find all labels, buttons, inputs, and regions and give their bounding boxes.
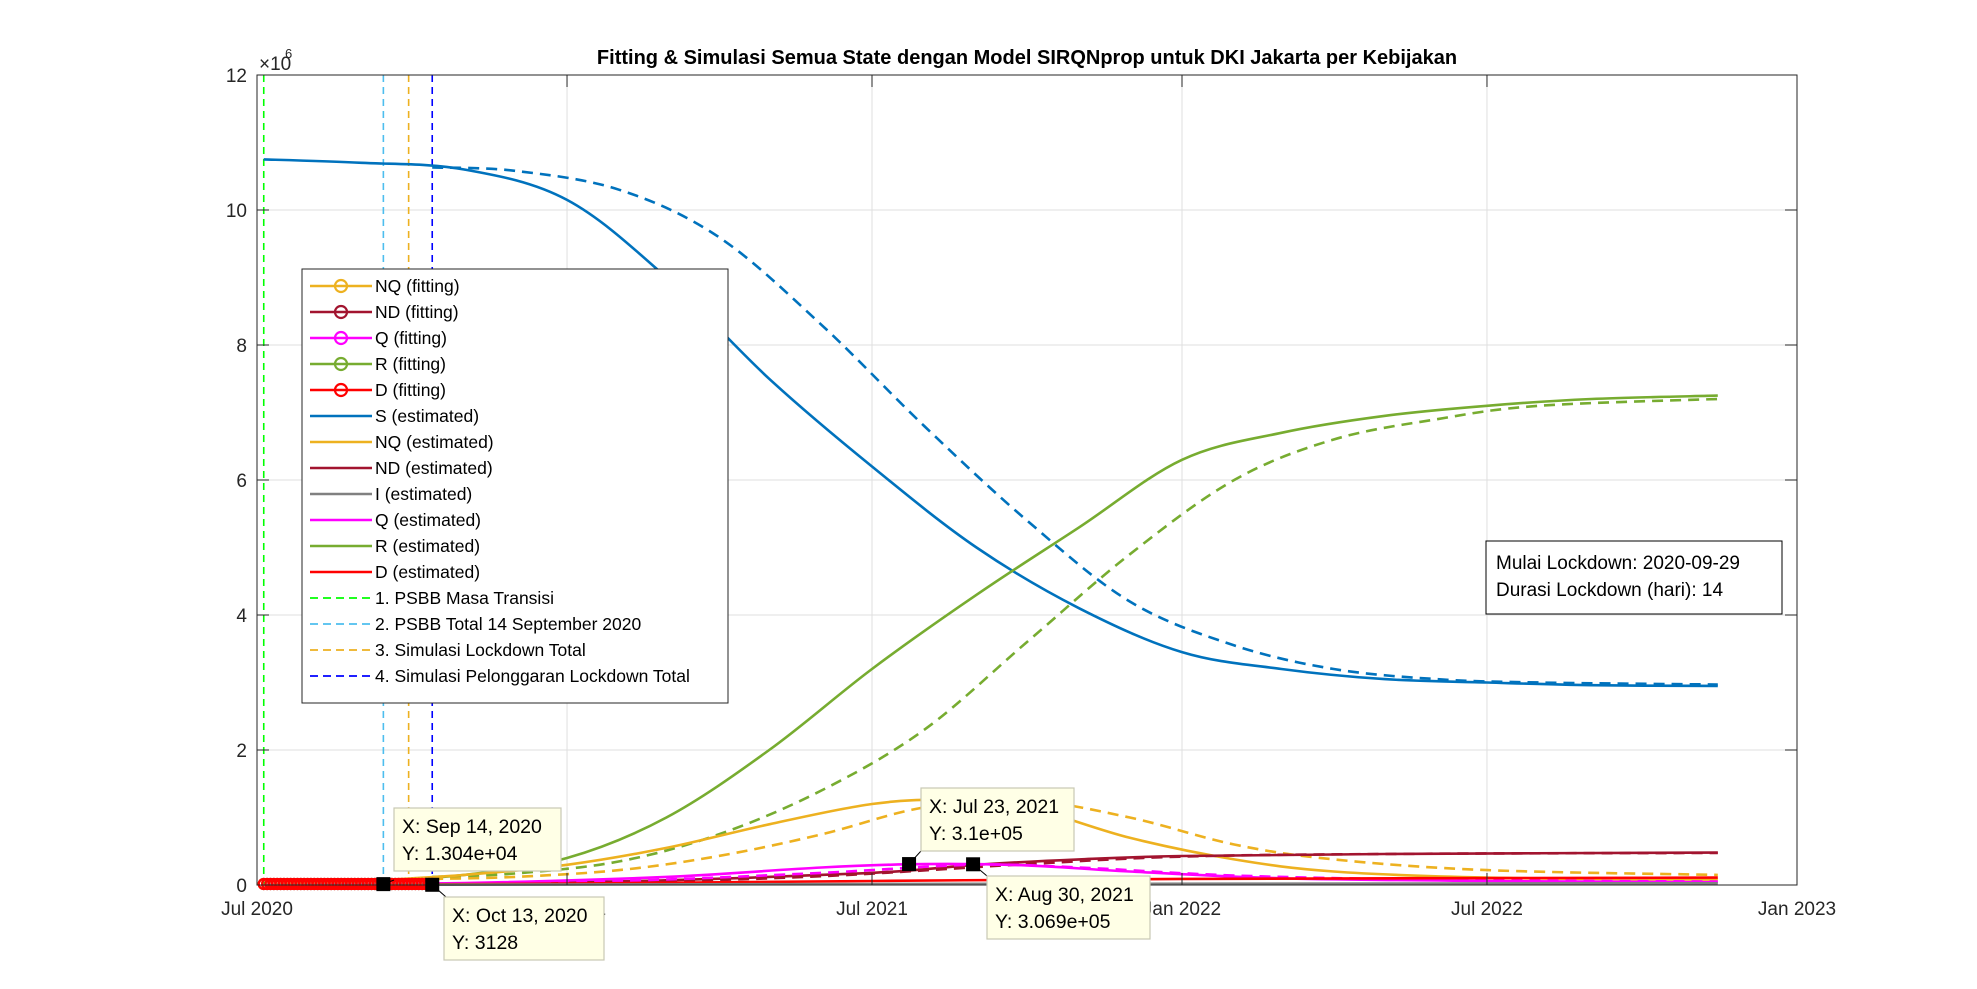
legend-label: NQ (fitting) xyxy=(375,276,460,296)
datatip: X: Jul 23, 2021 Y: 3.1e+05 xyxy=(902,787,1075,872)
series-line xyxy=(432,397,1718,879)
annotation-line-2: Durasi Lockdown (hari): 14 xyxy=(1496,580,1723,601)
legend-entry: R (estimated) xyxy=(310,536,480,556)
datatip-box xyxy=(443,896,605,961)
x-tick-label: Jul 2021 xyxy=(836,899,908,920)
legend-marker xyxy=(333,330,349,346)
legend-entry: Q (fitting) xyxy=(310,328,447,348)
x-tick-label: Jul 2020 xyxy=(221,899,293,920)
legend-label: NQ (estimated) xyxy=(375,432,494,452)
legend-entry: I (estimated) xyxy=(310,484,472,504)
legend: NQ (fitting) ND (fitting) Q (fitting) R (fi… xyxy=(301,268,729,704)
datatip-marker xyxy=(966,857,981,872)
datatip-marker xyxy=(425,877,440,892)
legend-entry: ND (fitting) xyxy=(310,302,459,322)
legend-entry: D (fitting) xyxy=(310,380,446,400)
legend-label: D (fitting) xyxy=(375,380,446,400)
fitting-markers xyxy=(257,877,439,891)
ticks xyxy=(256,74,1798,886)
legend-marker xyxy=(333,382,349,398)
datatip-x-label: X: Oct 13, 2020 xyxy=(452,905,588,927)
y-tick-labels: 0 2 4 6 8 10 12 xyxy=(226,66,248,897)
legend-label: 1. PSBB Masa Transisi xyxy=(375,588,554,608)
legend-label: S (estimated) xyxy=(375,406,479,426)
datatip-marker xyxy=(902,857,917,872)
legend-entry: 3. Simulasi Lockdown Total xyxy=(310,640,586,660)
legend-entry: S (estimated) xyxy=(310,406,479,426)
legend-label: Q (estimated) xyxy=(375,510,481,530)
legend-box xyxy=(301,268,729,704)
datatip-x-label: X: Jul 23, 2021 xyxy=(929,796,1059,818)
annotation-line-1: Mulai Lockdown: 2020-09-29 xyxy=(1496,553,1740,574)
x-tick-label: Jan 2022 xyxy=(1143,899,1221,920)
y-tick-label: 0 xyxy=(236,876,247,897)
legend-marker xyxy=(333,356,349,372)
legend-marker xyxy=(333,304,349,320)
x-tick-label: Jul 2022 xyxy=(1451,899,1523,920)
legend-entry: 2. PSBB Total 14 September 2020 xyxy=(310,614,642,634)
datatip-y-label: Y: 3.069e+05 xyxy=(995,911,1111,933)
y-exponent-base: ×10 xyxy=(259,54,291,75)
y-tick-label: 8 xyxy=(236,336,247,357)
datatip-box xyxy=(920,787,1075,852)
legend-entry: 4. Simulasi Pelonggaran Lockdown Total xyxy=(310,666,690,686)
datatip-y-label: Y: 3128 xyxy=(452,932,518,954)
y-tick-label: 10 xyxy=(226,201,247,222)
legend-label: Q (fitting) xyxy=(375,328,447,348)
y-tick-label: 4 xyxy=(236,606,247,627)
datatip-box xyxy=(986,875,1151,940)
series-line xyxy=(263,158,1718,688)
datatip-x-label: X: Aug 30, 2021 xyxy=(995,884,1134,906)
legend-entry: D (estimated) xyxy=(310,562,480,582)
annotation-box xyxy=(1485,540,1783,615)
legend-entry: NQ (estimated) xyxy=(310,432,494,452)
datatip-x-label: X: Sep 14, 2020 xyxy=(402,816,542,838)
legend-entry: R (fitting) xyxy=(310,354,446,374)
legend-entry: NQ (fitting) xyxy=(310,276,460,296)
datatip-y-label: Y: 3.1e+05 xyxy=(929,823,1023,845)
legend-label: 4. Simulasi Pelonggaran Lockdown Total xyxy=(375,666,690,686)
y-tick-label: 2 xyxy=(236,741,247,762)
legend-label: I (estimated) xyxy=(375,484,472,504)
datatip: X: Oct 13, 2020 Y: 3128 xyxy=(425,877,605,961)
legend-label: R (fitting) xyxy=(375,354,446,374)
lockdown-annotation: Mulai Lockdown: 2020-09-29 Durasi Lockdo… xyxy=(1485,540,1783,615)
datatip: X: Aug 30, 2021 Y: 3.069e+05 xyxy=(966,857,1151,940)
y-tick-label: 12 xyxy=(226,66,247,87)
legend-marker xyxy=(333,278,349,294)
y-tick-label: 6 xyxy=(236,471,247,492)
chart-title: Fitting & Simulasi Semua State dengan Mo… xyxy=(597,47,1457,69)
datatip: X: Sep 14, 2020 Y: 1.304e+04 xyxy=(376,807,562,892)
series-line xyxy=(432,798,1718,881)
legend-label: D (estimated) xyxy=(375,562,480,582)
datatip-marker xyxy=(376,877,391,892)
datatips: X: Sep 14, 2020 Y: 1.304e+04 X: Oct 13, 20… xyxy=(376,787,1151,961)
legend-entry: Q (estimated) xyxy=(310,510,481,530)
legend-entry: ND (estimated) xyxy=(310,458,493,478)
legend-label: ND (fitting) xyxy=(375,302,459,322)
legend-label: R (estimated) xyxy=(375,536,480,556)
datatip-y-label: Y: 1.304e+04 xyxy=(402,843,518,865)
y-exponent-power: 6 xyxy=(285,46,292,61)
y-exponent: ×10 6 xyxy=(259,46,292,75)
legend-entry: 1. PSBB Masa Transisi xyxy=(310,588,554,608)
legend-label: 3. Simulasi Lockdown Total xyxy=(375,640,586,660)
series-line xyxy=(432,166,1718,686)
x-tick-label: Jan 2023 xyxy=(1758,899,1836,920)
datatip-box xyxy=(393,807,562,872)
legend-label: ND (estimated) xyxy=(375,458,493,478)
legend-label: 2. PSBB Total 14 September 2020 xyxy=(375,614,642,634)
